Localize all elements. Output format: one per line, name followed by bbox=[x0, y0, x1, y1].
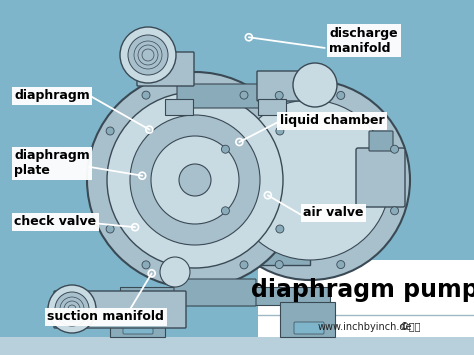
FancyBboxPatch shape bbox=[257, 71, 319, 101]
Circle shape bbox=[230, 100, 390, 260]
Text: air valve: air valve bbox=[303, 207, 364, 219]
Circle shape bbox=[276, 225, 284, 233]
Circle shape bbox=[275, 261, 283, 269]
Circle shape bbox=[210, 80, 410, 280]
Circle shape bbox=[391, 207, 399, 215]
Circle shape bbox=[179, 164, 211, 196]
FancyBboxPatch shape bbox=[165, 99, 193, 115]
Circle shape bbox=[221, 207, 229, 215]
FancyBboxPatch shape bbox=[369, 131, 393, 151]
Circle shape bbox=[130, 115, 260, 245]
Circle shape bbox=[55, 292, 89, 326]
FancyBboxPatch shape bbox=[110, 302, 165, 337]
FancyBboxPatch shape bbox=[123, 322, 153, 334]
FancyBboxPatch shape bbox=[137, 52, 194, 86]
FancyBboxPatch shape bbox=[258, 260, 474, 355]
Text: suction manifold: suction manifold bbox=[47, 310, 164, 323]
Text: diaphragm pump: diaphragm pump bbox=[251, 278, 474, 302]
Circle shape bbox=[160, 257, 190, 287]
Text: diaphragm
plate: diaphragm plate bbox=[14, 149, 90, 177]
FancyBboxPatch shape bbox=[120, 287, 330, 305]
Circle shape bbox=[106, 127, 114, 135]
Circle shape bbox=[142, 261, 150, 269]
FancyBboxPatch shape bbox=[0, 337, 474, 355]
Text: diaphragm: diaphragm bbox=[14, 89, 90, 102]
Text: discharge
manifold: discharge manifold bbox=[329, 27, 398, 55]
Circle shape bbox=[107, 92, 283, 268]
FancyBboxPatch shape bbox=[174, 279, 256, 306]
FancyBboxPatch shape bbox=[294, 322, 324, 334]
FancyBboxPatch shape bbox=[230, 95, 310, 265]
Text: ©ⓘⓢ: ©ⓘⓢ bbox=[399, 322, 421, 332]
Circle shape bbox=[276, 127, 284, 135]
Circle shape bbox=[142, 91, 150, 99]
Circle shape bbox=[391, 145, 399, 153]
Circle shape bbox=[128, 35, 168, 75]
Circle shape bbox=[120, 27, 176, 83]
FancyBboxPatch shape bbox=[356, 148, 405, 207]
FancyBboxPatch shape bbox=[280, 302, 335, 337]
Text: liquid chamber: liquid chamber bbox=[280, 114, 384, 127]
Circle shape bbox=[221, 145, 229, 153]
Text: check valve: check valve bbox=[14, 215, 96, 228]
Circle shape bbox=[275, 92, 283, 99]
FancyBboxPatch shape bbox=[54, 291, 186, 328]
Circle shape bbox=[293, 63, 337, 107]
FancyBboxPatch shape bbox=[177, 84, 261, 108]
Circle shape bbox=[151, 136, 239, 224]
Circle shape bbox=[337, 92, 345, 99]
Circle shape bbox=[106, 225, 114, 233]
FancyBboxPatch shape bbox=[258, 99, 286, 115]
Circle shape bbox=[240, 91, 248, 99]
Circle shape bbox=[337, 261, 345, 269]
Text: www.inchbyinch.de: www.inchbyinch.de bbox=[318, 322, 412, 332]
Circle shape bbox=[240, 261, 248, 269]
Circle shape bbox=[48, 285, 96, 333]
Circle shape bbox=[87, 72, 303, 288]
